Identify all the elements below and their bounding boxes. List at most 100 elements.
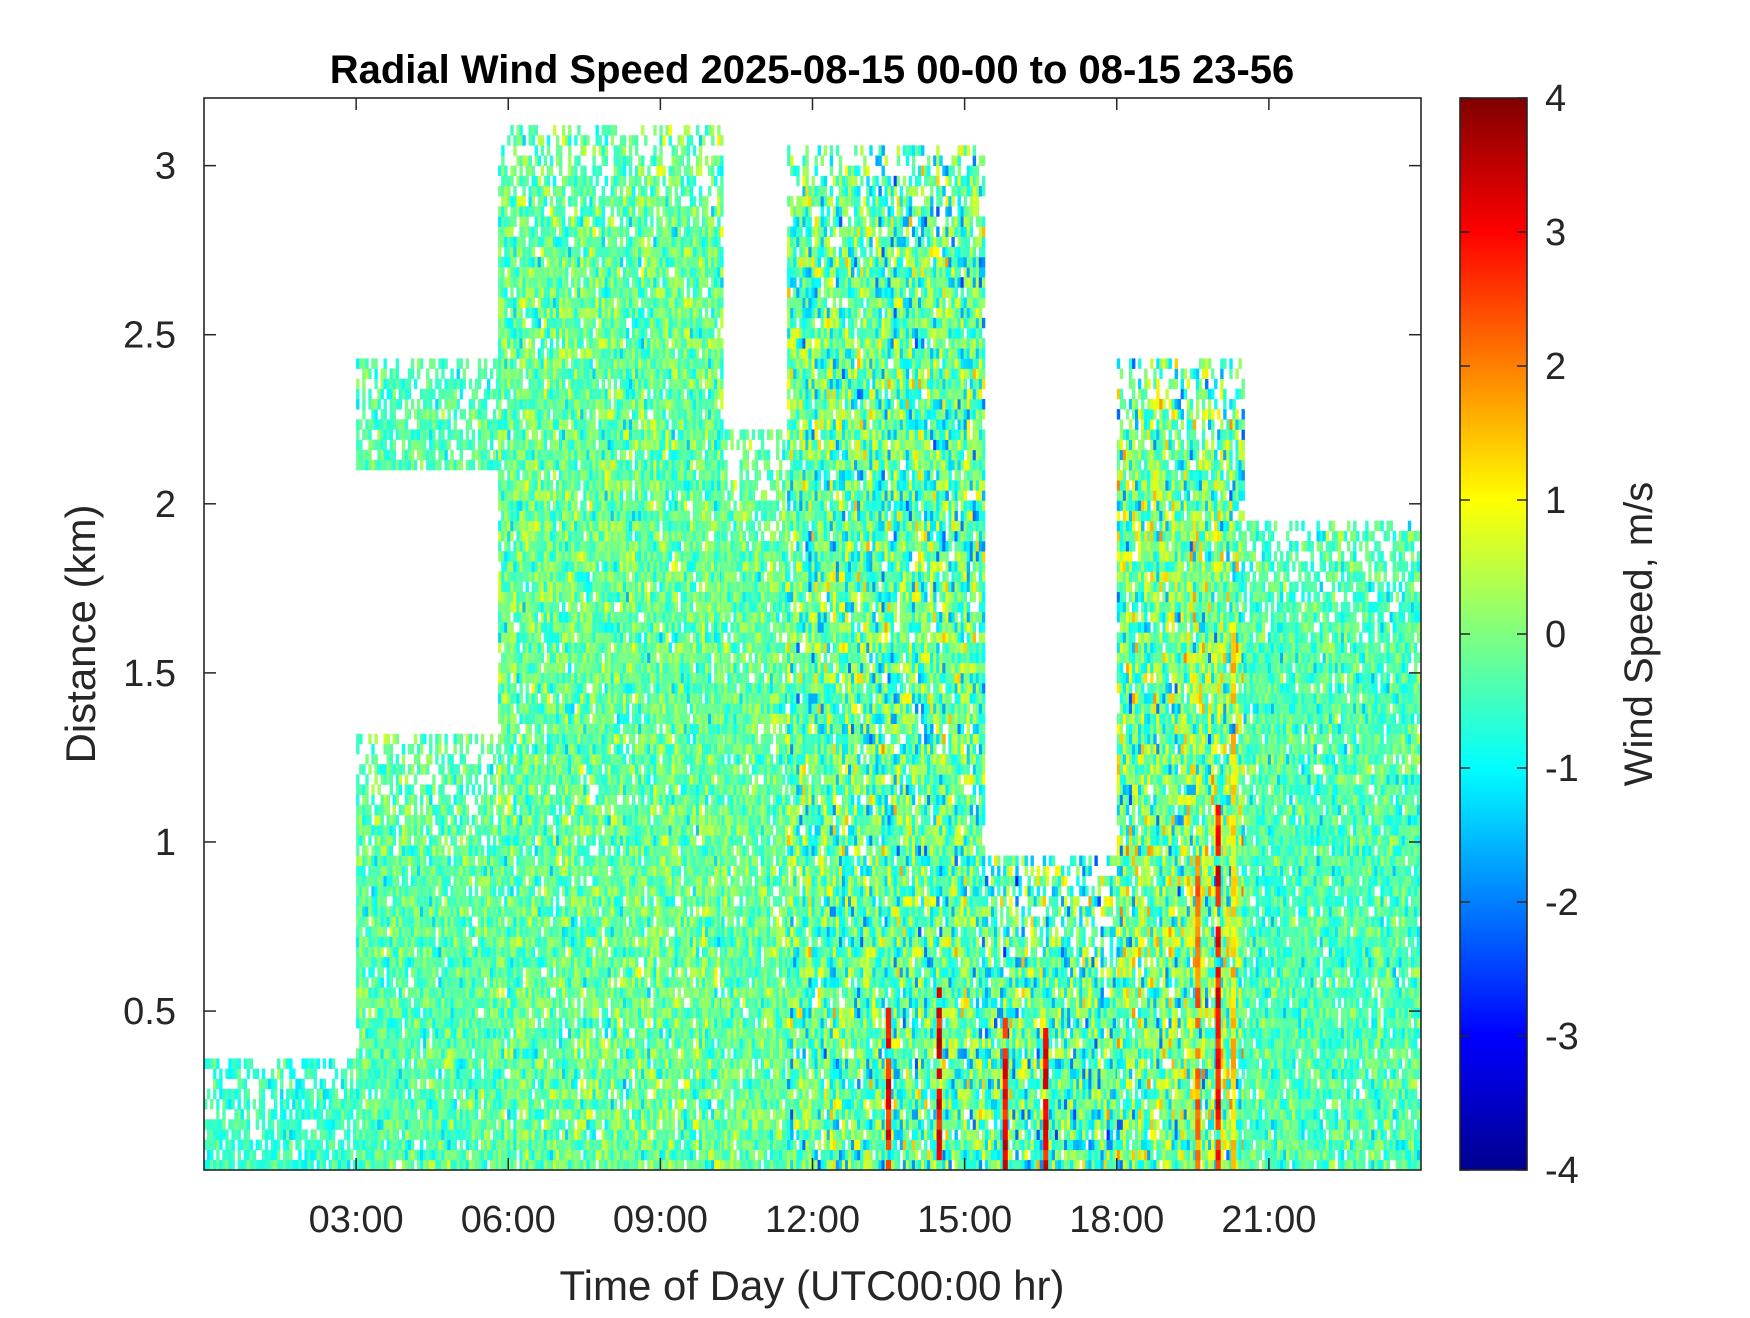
heatmap-cell [362,937,365,948]
heatmap-cell [550,267,553,278]
heatmap-cell [522,470,525,481]
heatmap-cell [538,1038,541,1049]
heatmap-cell [556,571,559,582]
heatmap-cell [516,845,519,856]
heatmap-cell [526,399,529,410]
heatmap-cell [414,1008,417,1019]
heatmap-cell [526,957,529,968]
heatmap-cell [493,1058,496,1069]
heatmap-cell [559,1099,562,1110]
heatmap-cell [414,1119,417,1130]
heatmap-cell [562,338,565,349]
heatmap-cell [541,379,544,390]
heatmap-cell [571,500,574,511]
heatmap-cell [547,987,550,998]
heatmap-cell [571,379,574,390]
heatmap-cell [568,308,571,319]
heatmap-cell [365,876,368,887]
heatmap-cell [519,734,522,745]
heatmap-cell [213,1089,216,1100]
heatmap-cell [441,1129,444,1140]
heatmap-cell [510,450,513,461]
heatmap-cell [526,774,529,785]
heatmap-cell [513,1008,516,1019]
heatmap-cell [538,379,541,390]
heatmap-cell [423,419,426,430]
heatmap-cell [522,1119,525,1130]
heatmap-cell [547,754,550,765]
heatmap-cell [519,429,522,440]
heatmap-cell [532,612,535,623]
heatmap-cell [498,257,501,268]
heatmap-cell [516,399,519,410]
heatmap-cell [341,1119,344,1130]
heatmap-cell [553,237,556,248]
heatmap-cell [571,714,574,725]
heatmap-cell [516,206,519,217]
heatmap-cell [529,906,532,917]
heatmap-cell [571,216,574,227]
heatmap-cell [417,896,420,907]
heatmap-cell [283,1160,286,1171]
heatmap-cell [516,308,519,319]
heatmap-cell [435,896,438,907]
heatmap-cell [414,805,417,816]
heatmap-cell [516,389,519,400]
heatmap-cell [450,1008,453,1019]
heatmap-cell [362,845,365,856]
heatmap-cell [411,1018,414,1029]
heatmap-cell [507,500,510,511]
heatmap-cell [408,1069,411,1080]
heatmap-cell [550,1160,553,1171]
heatmap-cell [457,1150,460,1161]
heatmap-cell [519,561,522,572]
heatmap-cell [353,1140,356,1151]
heatmap-cell [562,1008,565,1019]
heatmap-cell [396,1089,399,1100]
heatmap-cell [501,1008,504,1019]
heatmap-cell [510,237,513,248]
heatmap-cell [541,227,544,238]
heatmap-cell [487,1048,490,1059]
heatmap-cell [538,906,541,917]
heatmap-cell [256,1069,259,1080]
heatmap-cell [501,237,504,248]
heatmap-cell [544,937,547,948]
heatmap-cell [478,764,481,775]
heatmap-cell [577,998,580,1009]
heatmap-cell [562,1140,565,1151]
heatmap-cell [574,348,577,359]
heatmap-cell [538,1048,541,1059]
heatmap-cell [544,1109,547,1120]
heatmap-cell [568,845,571,856]
heatmap-cell [441,856,444,867]
heatmap-cell [568,409,571,420]
heatmap-cell [411,1109,414,1120]
heatmap-cell [374,957,377,968]
heatmap-cell [420,998,423,1009]
heatmap-cell [408,379,411,390]
heatmap-cell [405,825,408,836]
heatmap-cell [399,957,402,968]
heatmap-cell [547,277,550,288]
heatmap-cell [547,531,550,542]
heatmap-cell [493,460,496,471]
heatmap-cell [377,896,380,907]
heatmap-cell [472,1028,475,1039]
heatmap-cell [529,693,532,704]
heatmap-cell [507,429,510,440]
heatmap-cell [519,1018,522,1029]
heatmap-cell [457,825,460,836]
heatmap-cell [498,348,501,359]
heatmap-cell [289,1058,292,1069]
heatmap-cell [522,602,525,613]
heatmap-cell [565,683,568,694]
heatmap-cell [510,551,513,562]
heatmap-cell [368,957,371,968]
heatmap-cell [490,957,493,968]
heatmap-cell [532,500,535,511]
heatmap-cell [580,714,583,725]
heatmap-cell [553,1058,556,1069]
heatmap-cell [516,409,519,420]
heatmap-cell [556,643,559,654]
